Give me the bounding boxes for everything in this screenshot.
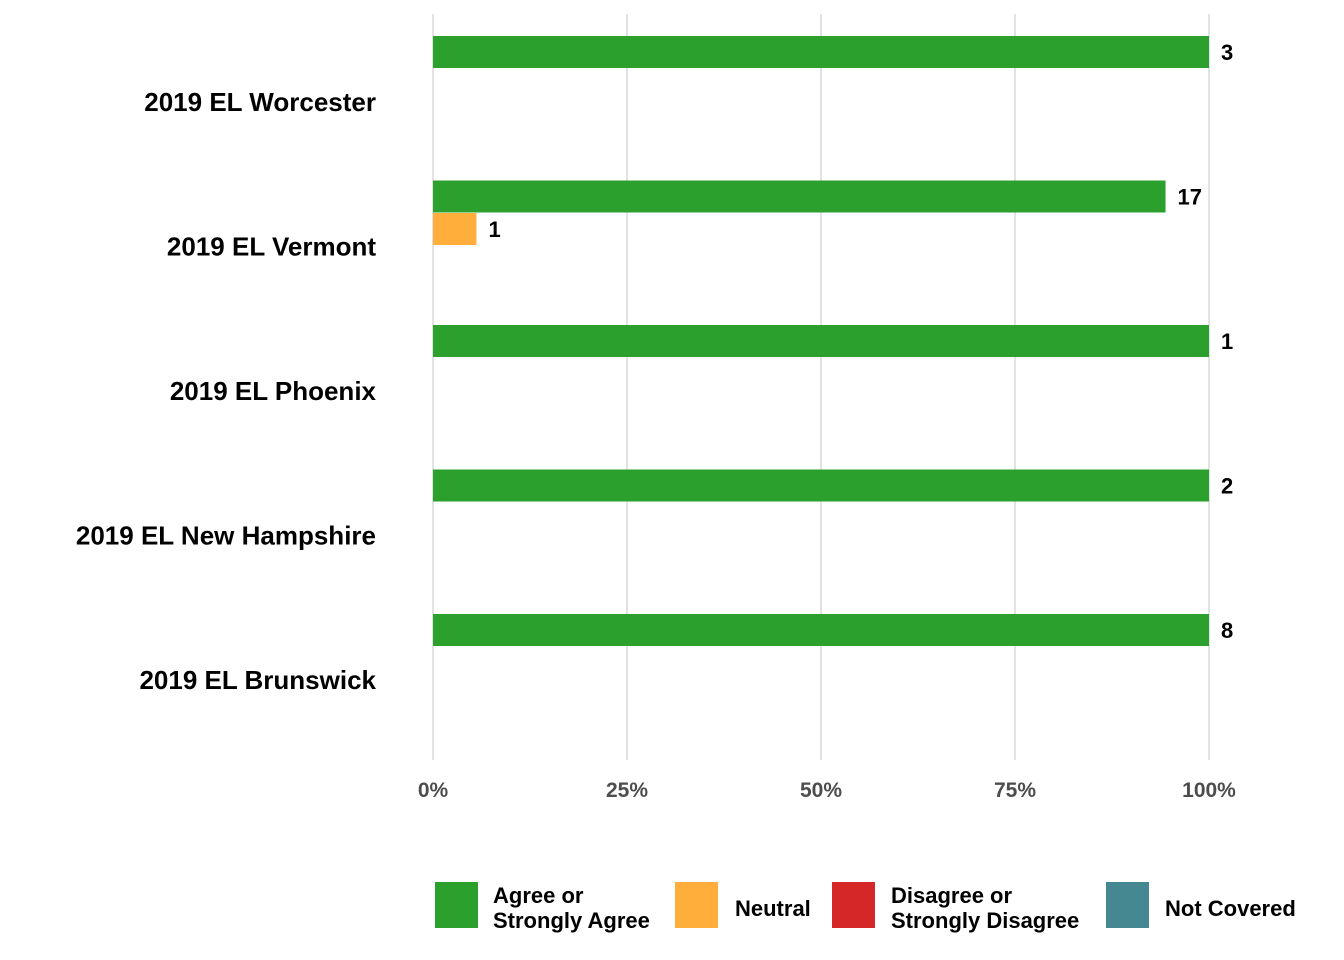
category-label: 2019 EL Phoenix	[170, 376, 377, 406]
bar	[433, 213, 477, 245]
bar	[433, 36, 1209, 68]
category-label: 2019 EL New Hampshire	[76, 521, 376, 551]
data-label: 1	[488, 217, 500, 242]
bar	[433, 614, 1209, 646]
x-axis-ticks: 0% 25% 50% 75% 100%	[418, 779, 1236, 802]
bar	[433, 469, 1209, 502]
x-tick-label: 0%	[418, 779, 449, 802]
grid-lines	[432, 14, 1210, 760]
data-label: 1	[1221, 329, 1233, 354]
legend-swatch	[1106, 882, 1149, 928]
legend-label: Not Covered	[1165, 896, 1296, 921]
x-tick-label: 25%	[606, 779, 648, 802]
x-tick-label: 50%	[800, 779, 842, 802]
data-label: 3	[1221, 40, 1233, 65]
data-labels: 3 17 1 1 2 8	[488, 40, 1233, 643]
category-label: 2019 EL Brunswick	[139, 665, 376, 695]
data-label: 8	[1221, 618, 1233, 643]
data-label: 2	[1221, 474, 1233, 499]
legend: Agree or Strongly Agree Neutral Disagree or…	[435, 882, 1296, 933]
legend-label: Disagree or Strongly Disagree	[891, 883, 1079, 933]
legend-swatch	[435, 882, 478, 928]
bars	[433, 36, 1209, 646]
legend-label: Neutral	[735, 896, 811, 921]
bar	[433, 325, 1209, 357]
category-labels: 2019 EL Worcester 2019 EL Vermont 2019 EL …	[76, 87, 377, 695]
legend-label: Agree or Strongly Agree	[493, 883, 650, 933]
data-label: 17	[1178, 185, 1202, 210]
category-label: 2019 EL Vermont	[167, 232, 376, 262]
x-tick-label: 100%	[1182, 779, 1236, 802]
category-label: 2019 EL Worcester	[144, 87, 376, 117]
legend-swatch	[675, 882, 718, 928]
legend-swatch	[832, 882, 875, 928]
bar	[433, 180, 1166, 213]
x-tick-label: 75%	[994, 779, 1036, 802]
